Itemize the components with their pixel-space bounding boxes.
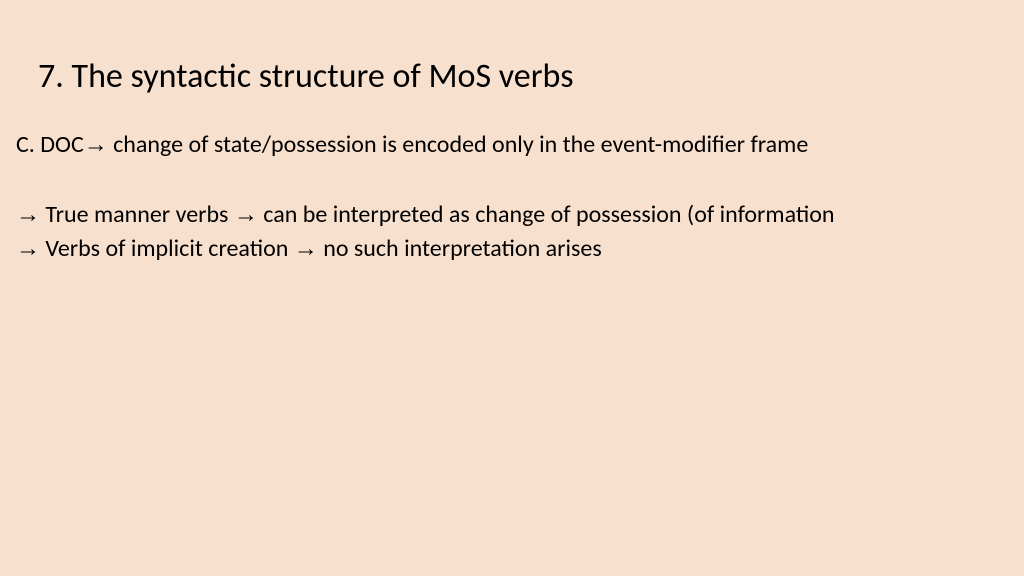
body-line-2: → True manner verbs → can be interpreted…	[16, 200, 835, 229]
text-segment: True manner verbs	[40, 200, 234, 229]
slide-title: 7. The syntactic structure of MoS verbs	[38, 56, 574, 97]
arrow-icon: →	[84, 131, 108, 158]
text-segment: C. DOC	[16, 130, 84, 159]
arrow-icon: →	[16, 201, 40, 228]
body-line-1: C. DOC→ change of state/possession is en…	[16, 130, 808, 159]
arrow-icon: →	[16, 235, 40, 262]
slide: 7. The syntactic structure of MoS verbs …	[0, 0, 1024, 576]
arrow-icon: →	[294, 235, 318, 262]
text-segment: Verbs of implicit creation	[40, 234, 294, 263]
arrow-icon: →	[234, 201, 258, 228]
text-segment: change of state/possession is encoded on…	[108, 130, 809, 159]
body-line-3: → Verbs of implicit creation → no such i…	[16, 234, 602, 263]
text-segment: no such interpretation arises	[318, 234, 602, 263]
text-segment: can be interpreted as change of possessi…	[258, 200, 835, 229]
